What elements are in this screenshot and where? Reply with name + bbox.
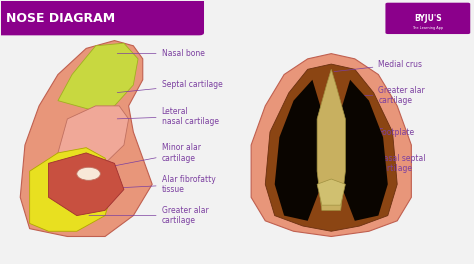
Circle shape [77, 167, 100, 180]
Polygon shape [317, 179, 346, 205]
Polygon shape [58, 106, 128, 163]
Polygon shape [48, 153, 124, 216]
Text: Greater alar
cartilage: Greater alar cartilage [348, 86, 425, 105]
Polygon shape [20, 41, 152, 237]
Polygon shape [336, 80, 388, 221]
Polygon shape [265, 64, 397, 231]
Text: NOSE DIAGRAM: NOSE DIAGRAM [6, 12, 115, 25]
Polygon shape [317, 69, 346, 210]
Text: Minor alar
cartilage: Minor alar cartilage [103, 143, 201, 168]
Polygon shape [58, 43, 138, 111]
Text: BYJU'S: BYJU'S [414, 14, 442, 23]
Text: Nasal bone: Nasal bone [117, 49, 204, 58]
FancyBboxPatch shape [385, 3, 470, 34]
Text: Nasal septal
cartilage: Nasal septal cartilage [334, 154, 426, 173]
Text: Medial crus: Medial crus [334, 60, 422, 72]
Polygon shape [30, 148, 115, 231]
Text: Footplate: Footplate [344, 128, 414, 136]
Text: Leteral
nasal cartilage: Leteral nasal cartilage [117, 107, 219, 126]
Polygon shape [251, 54, 411, 237]
Text: Alar fibrofatty
tissue: Alar fibrofatty tissue [89, 175, 215, 194]
FancyBboxPatch shape [0, 0, 204, 35]
Text: Septal cartilage: Septal cartilage [117, 81, 222, 93]
Text: Greater alar
cartilage: Greater alar cartilage [89, 206, 209, 225]
Polygon shape [275, 80, 327, 221]
Text: The Learning App: The Learning App [412, 26, 443, 30]
